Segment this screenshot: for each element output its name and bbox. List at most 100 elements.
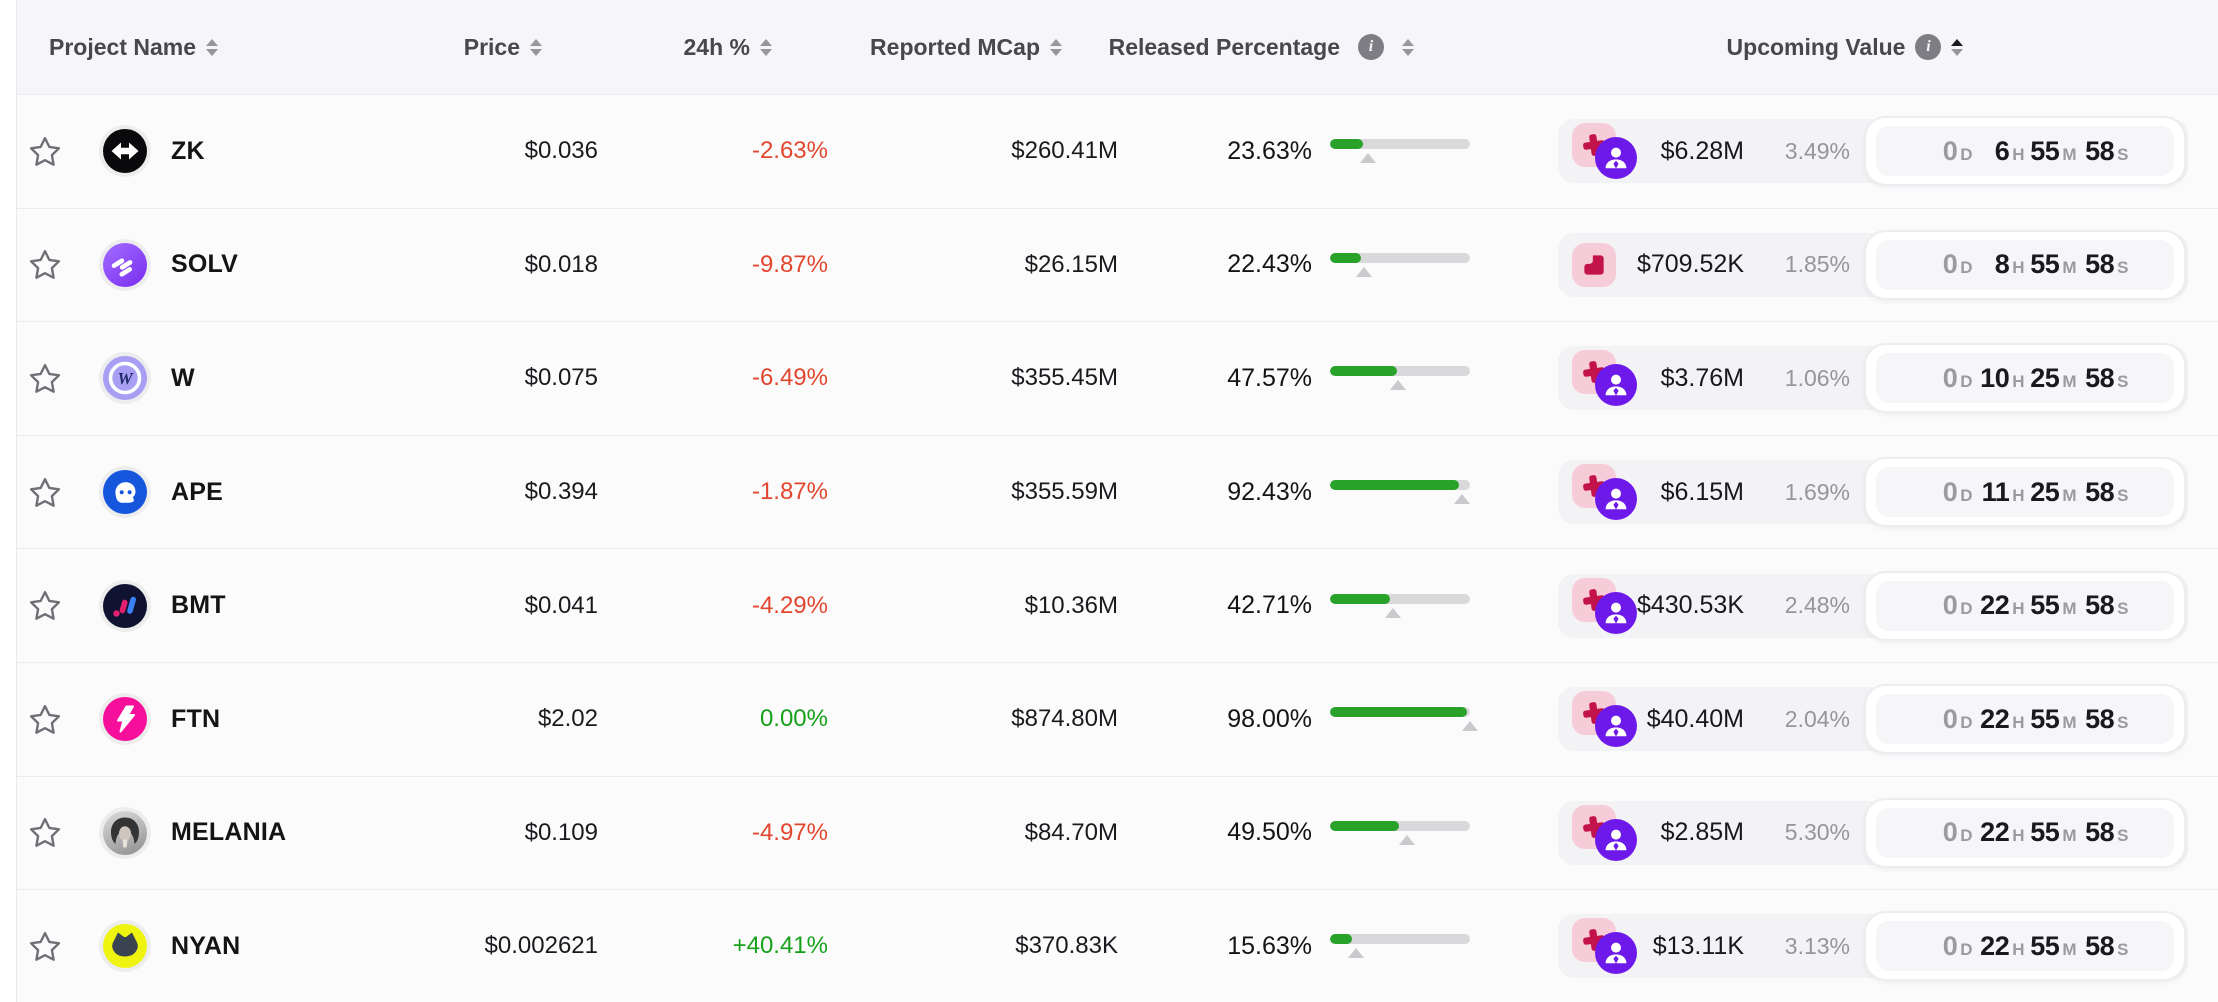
progress-track: [1330, 480, 1470, 491]
favorite-star-button[interactable]: [26, 359, 64, 397]
progress-fill: [1330, 139, 1364, 150]
countdown-number: 58: [2085, 703, 2115, 734]
progress-track: [1330, 934, 1470, 945]
table-row[interactable]: SOLV $0.018 -9.87% $26.15M 22.43% $709.5…: [17, 208, 2218, 323]
allocation-type-icon: [1572, 242, 1616, 287]
w-token-icon: W: [103, 356, 147, 401]
favorite-star-button[interactable]: [26, 246, 64, 284]
unlock-percent: 2.48%: [1784, 592, 1850, 619]
sort-icon[interactable]: [1050, 38, 1062, 56]
info-icon[interactable]: i: [1358, 34, 1384, 60]
sort-icon[interactable]: [1951, 38, 1964, 56]
favorite-star-button[interactable]: [26, 587, 64, 625]
column-header-name[interactable]: Project Name: [17, 34, 407, 61]
upcoming-marker-triangle: [1355, 266, 1372, 277]
star-icon: [29, 818, 61, 848]
melania-token-icon: [103, 810, 147, 855]
countdown-text: 0 D 22 H 55 M 58 S: [1921, 931, 2129, 962]
sort-icon[interactable]: [1402, 38, 1414, 56]
countdown-unit: H: [2012, 485, 2025, 505]
sort-down-arrow: [1402, 48, 1414, 56]
countdown-timer: 0 D 11 H 25 M 58 S: [1864, 457, 2186, 528]
upcoming-marker-triangle: [1390, 380, 1407, 391]
favorite-star-button[interactable]: [26, 700, 64, 738]
table-row[interactable]: MELANIA $0.109 -4.97% $84.70M 49.50% $2.…: [17, 776, 2218, 891]
table-row[interactable]: NYAN $0.002621 +40.41% $370.83K 15.63% $…: [17, 890, 2218, 1002]
countdown-number: 58: [2085, 476, 2115, 507]
progress-track: [1330, 820, 1470, 831]
reported-mcap-value: $26.15M: [1024, 250, 1118, 278]
token-unlocks-table: Project Name Price 24h % Reported MCap Relea…: [16, 0, 2218, 1002]
column-header-label: Upcoming Value: [1726, 33, 1906, 60]
countdown-segment-h: 10 H: [1973, 363, 2025, 394]
countdown-number: 22: [1980, 590, 2010, 621]
countdown-inner-panel: [1876, 467, 2174, 518]
token-symbol: ZK: [171, 136, 205, 165]
countdown-number: 25: [2030, 362, 2060, 393]
team-person-icon: [1595, 137, 1637, 180]
column-header-mcap[interactable]: Reported MCap: [772, 34, 1062, 61]
bmt-token-icon: [103, 583, 147, 628]
sort-up-arrow: [530, 38, 542, 46]
countdown-unit: M: [2062, 599, 2077, 619]
countdown-unit: H: [2012, 939, 2025, 959]
countdown-number: 22: [1980, 817, 2010, 848]
favorite-star-button[interactable]: [26, 132, 64, 170]
released-progress-bar: [1330, 363, 1470, 393]
unlock-percent: 3.49%: [1784, 137, 1850, 164]
countdown-inner-panel: [1876, 807, 2174, 858]
countdown-segment-s: 58 S: [2077, 249, 2129, 280]
countdown-text: 0 D 22 H 55 M 58 S: [1921, 590, 2129, 621]
table-row[interactable]: APE $0.394 -1.87% $355.59M 92.43% $6.15M…: [17, 435, 2218, 550]
countdown-number: 0: [1942, 817, 1958, 848]
price-value: $0.041: [524, 591, 598, 619]
sort-icon[interactable]: [206, 38, 219, 56]
price-value: $0.394: [524, 478, 598, 506]
sort-down-arrow: [530, 48, 542, 56]
upcoming-value-cell: $6.15M 1.69% 0 D 11 H 25 M 58 S: [1558, 457, 2188, 528]
change-24h-value: -1.87%: [751, 478, 828, 506]
price-value: $0.075: [524, 364, 598, 392]
favorite-star-button[interactable]: [26, 927, 64, 965]
upcoming-value-cell: $40.40M 2.04% 0 D 22 H 55 M 58 S: [1558, 684, 2188, 755]
countdown-unit: D: [1960, 939, 1973, 959]
countdown-segment-h: 22 H: [1973, 590, 2025, 621]
table-row[interactable]: FTN $2.02 0.00% $874.80M 98.00% $40.40M …: [17, 662, 2218, 777]
countdown-number: 25: [2030, 476, 2060, 507]
column-header-change[interactable]: 24h %: [542, 34, 772, 61]
upcoming-marker-triangle: [1385, 607, 1402, 618]
sort-up-arrow: [1402, 38, 1414, 46]
upcoming-value-cell: $2.85M 5.30% 0 D 22 H 55 M 58 S: [1558, 797, 2188, 868]
unlock-percent: 1.06%: [1784, 364, 1850, 391]
sort-icon[interactable]: [760, 38, 772, 56]
column-header-upcoming[interactable]: Upcoming Value i: [1502, 34, 2188, 61]
column-header-price[interactable]: Price: [407, 34, 542, 61]
table-row[interactable]: BMT $0.041 -4.29% $10.36M 42.71% $430.53…: [17, 549, 2218, 663]
sort-icon[interactable]: [530, 38, 542, 56]
column-header-released[interactable]: Released Percentage i: [1062, 34, 1414, 61]
nyan-token-icon: [103, 924, 147, 969]
released-percentage-value: 47.57%: [1227, 363, 1312, 392]
countdown-number: 55: [2030, 249, 2060, 280]
upcoming-marker-triangle: [1348, 948, 1365, 959]
table-row[interactable]: ZK $0.036 -2.63% $260.41M 23.63% $6.28M …: [17, 95, 2218, 209]
unlock-badge: [1568, 804, 1637, 862]
countdown-number: 22: [1980, 703, 2010, 734]
unlock-value: $709.52K: [1636, 250, 1744, 279]
countdown-segment-m: 55 M: [2025, 136, 2077, 167]
favorite-star-button[interactable]: [26, 814, 64, 852]
countdown-text: 0 D 10 H 25 M 58 S: [1921, 363, 2129, 394]
zk-token-icon: [103, 129, 147, 174]
table-row[interactable]: W W $0.075 -6.49% $355.45M 47.57% $3.76M…: [17, 322, 2218, 436]
unlock-value: $3.76M: [1660, 363, 1744, 392]
price-value: $2.02: [537, 705, 598, 733]
unlock-value: $430.53K: [1636, 591, 1744, 620]
info-icon[interactable]: i: [1915, 34, 1942, 60]
countdown-number: 55: [2030, 590, 2060, 621]
reported-mcap-value: $874.80M: [1011, 705, 1118, 733]
countdown-segment-s: 58 S: [2077, 136, 2129, 167]
favorite-star-button[interactable]: [26, 473, 64, 511]
